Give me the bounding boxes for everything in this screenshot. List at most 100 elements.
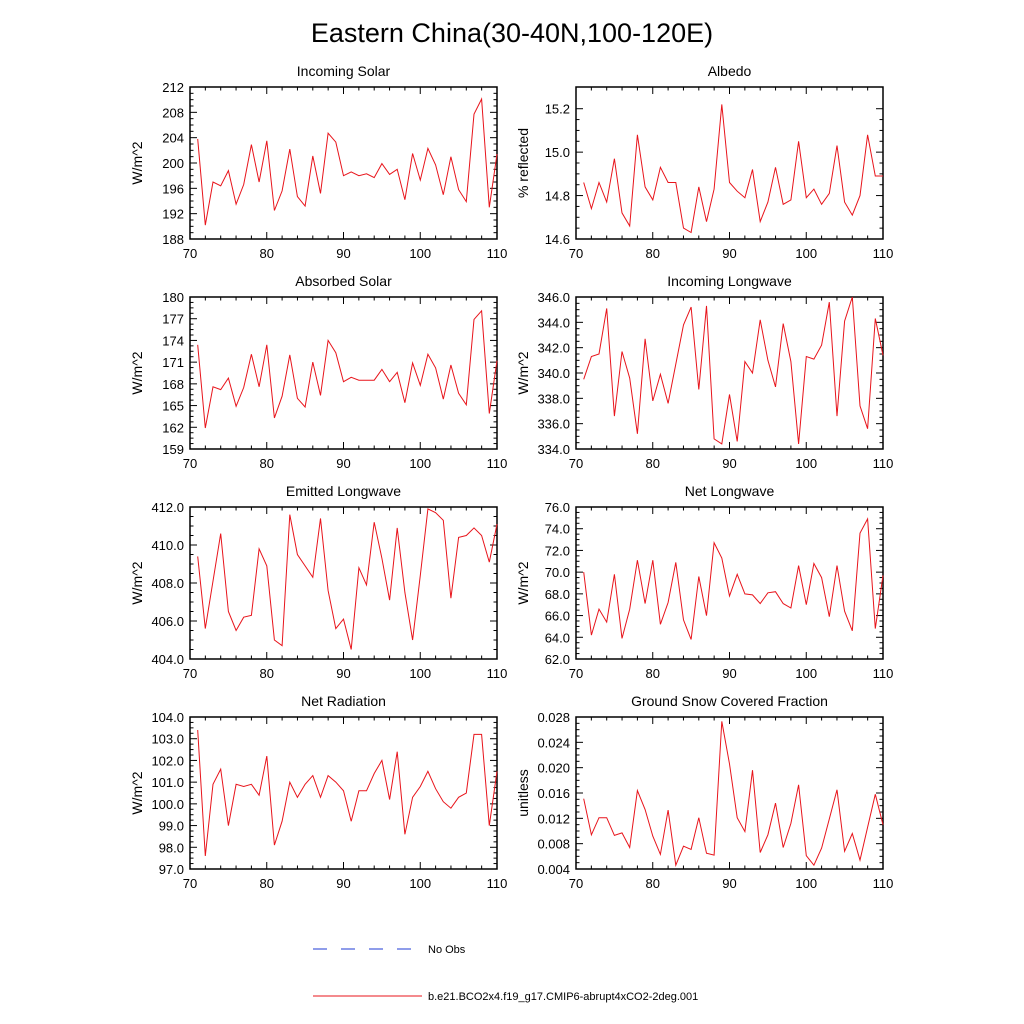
series-line (197, 309, 498, 429)
x-tick-label: 80 (260, 456, 274, 471)
legend: No Obs b.e21.BCO2x4.f19_g17.CMIP6-abrupt… (313, 944, 698, 1003)
y-tick-label: 408.0 (151, 576, 184, 591)
y-tick-label: 0.024 (537, 735, 570, 750)
x-tick-label: 100 (795, 246, 817, 261)
y-tick-label: 168 (162, 377, 184, 392)
x-tick-label: 110 (487, 876, 508, 891)
y-tick-label: 62.0 (545, 652, 570, 667)
x-tick-label: 80 (646, 876, 660, 891)
y-tick-label: 76.0 (545, 500, 570, 515)
x-tick-label: 100 (409, 876, 431, 891)
x-tick-label: 70 (183, 246, 197, 261)
y-tick-label: 334.0 (537, 442, 570, 457)
y-tick-label: 0.020 (537, 761, 570, 776)
x-tick-label: 70 (569, 876, 583, 891)
y-tick-label: 15.0 (545, 145, 570, 160)
y-tick-label: 336.0 (537, 417, 570, 432)
y-tick-label: 340.0 (537, 366, 570, 381)
y-tick-label: 64.0 (545, 630, 570, 645)
y-tick-label: 188 (162, 232, 184, 247)
y-tick-label: 344.0 (537, 315, 570, 330)
plot-frame (189, 716, 498, 870)
y-tick-label: 204 (162, 131, 184, 146)
y-tick-label: 101.0 (151, 775, 184, 790)
x-tick-label: 70 (569, 666, 583, 681)
panel-title: Emitted Longwave (286, 483, 401, 499)
chart-panel-2: Albedo % reflected 14.6 14.8 15.0 15.2 70 80 90 1… (515, 63, 893, 261)
y-axis-label: W/m^2 (129, 771, 145, 814)
y-tick-label: 200 (162, 156, 184, 171)
y-tick-label: 68.0 (545, 587, 570, 602)
plot-frame (575, 86, 884, 240)
x-tick-label: 100 (795, 456, 817, 471)
x-tick-label: 70 (183, 666, 197, 681)
y-tick-label: 98.0 (159, 840, 184, 855)
x-tick-label: 110 (487, 666, 508, 681)
y-axis-label: W/m^2 (129, 351, 145, 394)
series-line (197, 729, 498, 857)
y-tick-label: 212 (162, 80, 184, 95)
chart-panel-5: Emitted Longwave W/m^2 404.0 406.0 408.0 410.… (129, 483, 507, 681)
y-axis-label: W/m^2 (129, 561, 145, 604)
series-line (197, 508, 498, 650)
x-tick-label: 90 (722, 666, 736, 681)
legend-model-label: b.e21.BCO2x4.f19_g17.CMIP6-abrupt4xCO2-2… (428, 991, 698, 1003)
y-axis-label: % reflected (515, 128, 531, 198)
x-tick-label: 100 (795, 666, 817, 681)
panel-title: Incoming Longwave (667, 273, 792, 289)
y-tick-label: 0.008 (537, 837, 570, 852)
x-tick-label: 90 (336, 666, 350, 681)
x-tick-label: 70 (569, 246, 583, 261)
x-tick-label: 110 (873, 876, 894, 891)
y-tick-label: 192 (162, 207, 184, 222)
y-axis-label: unitless (515, 769, 531, 816)
y-tick-label: 66.0 (545, 609, 570, 624)
y-tick-label: 102.0 (151, 753, 184, 768)
y-tick-label: 74.0 (545, 522, 570, 537)
x-tick-label: 70 (183, 456, 197, 471)
x-tick-label: 100 (409, 246, 431, 261)
chart-panel-3: Absorbed Solar W/m^2 159 162 165 168 171 174 177… (129, 273, 507, 471)
y-tick-label: 15.2 (545, 102, 570, 117)
y-tick-label: 174 (162, 333, 184, 348)
y-tick-label: 0.028 (537, 710, 570, 725)
y-tick-label: 177 (162, 312, 184, 327)
y-axis-label: W/m^2 (515, 351, 531, 394)
y-tick-label: 406.0 (151, 614, 184, 629)
chart-panel-7: Net Radiation W/m^2 97.0 98.0 99.0 100.0 101.0… (129, 693, 507, 891)
y-tick-label: 104.0 (151, 710, 184, 725)
plot-frame (189, 296, 498, 450)
y-tick-label: 70.0 (545, 565, 570, 580)
panel-title: Absorbed Solar (295, 273, 392, 289)
y-tick-label: 14.8 (545, 189, 570, 204)
x-tick-label: 80 (646, 666, 660, 681)
panel-title: Net Radiation (301, 693, 386, 709)
x-tick-label: 110 (487, 246, 508, 261)
y-tick-label: 412.0 (151, 500, 184, 515)
y-tick-label: 346.0 (537, 290, 570, 305)
x-tick-label: 80 (260, 666, 274, 681)
y-tick-label: 180 (162, 290, 184, 305)
y-axis-label: W/m^2 (515, 561, 531, 604)
y-tick-label: 165 (162, 399, 184, 414)
y-tick-label: 103.0 (151, 732, 184, 747)
y-tick-label: 162 (162, 420, 184, 435)
plot-frame (575, 296, 884, 450)
panel-title: Albedo (708, 63, 752, 79)
y-tick-label: 404.0 (151, 652, 184, 667)
x-tick-label: 110 (487, 456, 508, 471)
series-line (583, 296, 884, 445)
x-tick-label: 100 (795, 876, 817, 891)
x-tick-label: 90 (336, 246, 350, 261)
x-tick-label: 80 (260, 246, 274, 261)
plot-frame (189, 506, 498, 660)
y-tick-label: 196 (162, 181, 184, 196)
chart-panel-4: Incoming Longwave W/m^2 334.0 336.0 338.0 340… (515, 273, 893, 471)
x-tick-label: 80 (260, 876, 274, 891)
y-tick-label: 0.012 (537, 811, 570, 826)
x-tick-label: 70 (569, 456, 583, 471)
y-tick-label: 97.0 (159, 862, 184, 877)
chart-panel-1: Incoming Solar W/m^2 188 192 196 200 204 208 212… (129, 63, 507, 261)
plot-frame (189, 86, 498, 240)
